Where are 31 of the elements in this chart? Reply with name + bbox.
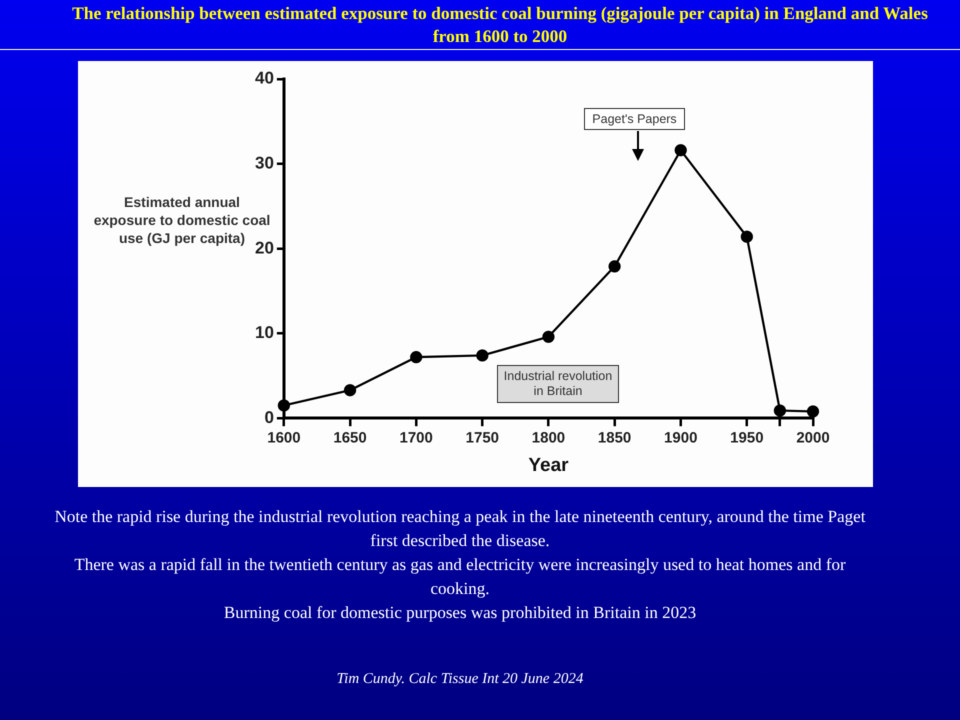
point <box>410 351 422 364</box>
point <box>608 260 621 273</box>
x-axis-title: Year <box>528 454 570 476</box>
x-tick-label: 1850 <box>598 429 632 446</box>
y-tick-label: 40 <box>254 68 274 88</box>
annotation: Paget's Papers <box>584 108 685 130</box>
point <box>806 405 820 418</box>
x-tick-label: 1600 <box>267 429 301 446</box>
x-tick-label: 1900 <box>664 429 698 446</box>
point <box>476 349 488 362</box>
x-tick-label: 1800 <box>532 429 566 446</box>
y-tick-label: 30 <box>254 153 274 172</box>
text: There was a rapid fall in the twentieth century as gas and electricity were increasingly used to heat homes and for cooking. <box>73 554 847 600</box>
point <box>674 144 687 156</box>
x-tick-label: 1700 <box>399 429 433 446</box>
point <box>542 330 555 343</box>
point <box>278 399 290 412</box>
point <box>344 384 356 396</box>
text: Note the rapid rise during the industrial revolution reaching a peak in the late nineteenth century, around the time Paget first described the disease. <box>54 506 866 552</box>
x-tick-label: 1750 <box>466 429 500 446</box>
y-tick-label: 10 <box>254 323 274 342</box>
point <box>774 404 786 417</box>
x-tick-label: 1950 <box>730 429 764 446</box>
text: Tim Cundy. Calc Tissue Int 20 June 2024 <box>336 671 584 688</box>
annotation: Industrial revolution in Britain <box>497 365 619 403</box>
chart-title: The relationship between estimated exposure to domestic coal burning (gigajoule per capita) in England and Wales from 1600 to 2000 <box>71 2 929 48</box>
y-tick-label: 0 <box>264 408 274 427</box>
x-tick-label: 1650 <box>333 429 367 446</box>
text: Burning coal for domestic purposes was prohibited in Britain in 2023 <box>222 602 698 624</box>
point <box>740 230 753 243</box>
x-tick-label: 2000 <box>796 429 830 446</box>
